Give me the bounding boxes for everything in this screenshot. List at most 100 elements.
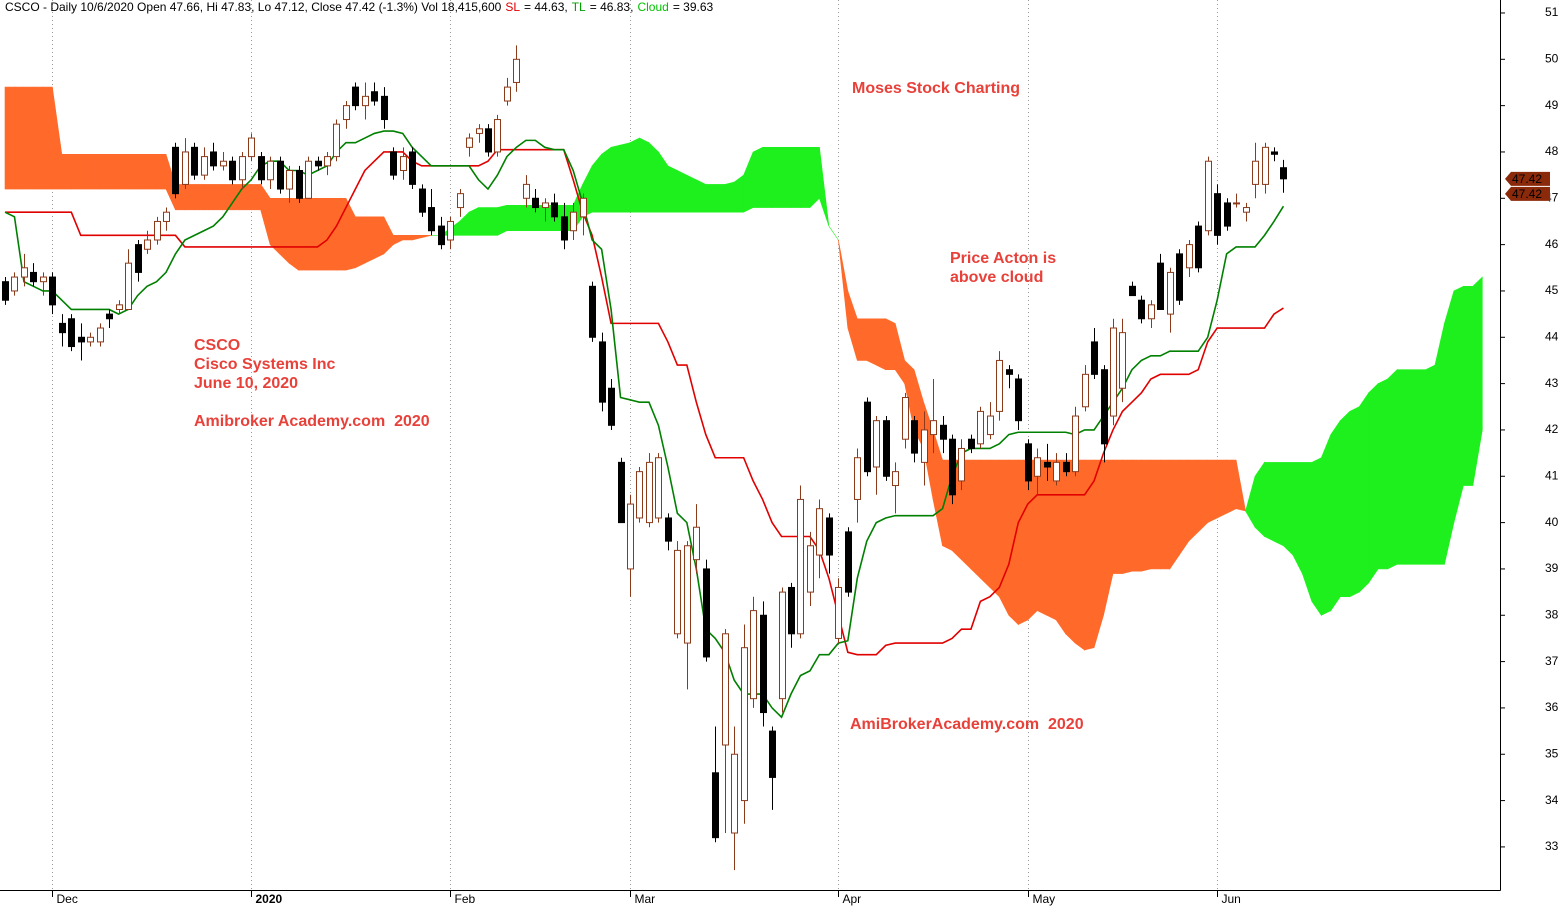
cloud-segment <box>705 184 716 213</box>
candle-body <box>958 447 965 482</box>
candle-body <box>1025 443 1032 482</box>
cloud-segment <box>250 184 261 211</box>
cloud-segment <box>288 197 299 271</box>
candle-body <box>97 327 104 343</box>
candle-body <box>674 549 681 635</box>
candle-body <box>419 188 426 213</box>
cloud-segment <box>838 239 849 329</box>
cloud-segment <box>23 86 34 190</box>
candle-body <box>144 239 151 250</box>
cloud-segment <box>733 174 744 213</box>
y-tick-label: 43 <box>1545 376 1559 390</box>
cloud-segment <box>307 197 318 271</box>
cloud-segment <box>80 153 91 190</box>
cloud-segment <box>1453 285 1464 523</box>
candle-body <box>78 336 85 343</box>
cloud-segment <box>184 184 195 211</box>
cloud-segment <box>1311 457 1322 617</box>
cloud-segment <box>260 183 271 245</box>
candle-body <box>220 160 227 167</box>
candle-body <box>570 211 577 232</box>
cloud-segment <box>809 147 820 209</box>
cloud-segment <box>497 204 508 236</box>
cloud-segment <box>1283 462 1294 556</box>
candle-body <box>826 517 833 556</box>
candle-body <box>712 772 719 839</box>
cloud-segment <box>856 318 868 361</box>
cloud-layer <box>4 86 1483 651</box>
cloud-segment <box>1444 290 1455 565</box>
cloud-segment <box>885 318 896 371</box>
cloud-segment <box>620 142 631 213</box>
candle-body <box>248 137 255 158</box>
cloud-segment <box>364 216 375 264</box>
cloud-segment <box>1321 434 1332 616</box>
candle-body <box>684 545 691 644</box>
candle-body <box>816 508 823 556</box>
y-tick-label: 41 <box>1545 468 1559 482</box>
candle-layer <box>2 45 1287 871</box>
legend-cloud: Cloud <box>637 0 668 14</box>
candle-body <box>362 95 369 107</box>
cloud-segment <box>658 150 669 213</box>
cloud-segment <box>1027 459 1038 621</box>
cloud-segment <box>70 153 82 190</box>
candle-body <box>1072 415 1079 473</box>
cloud-segment <box>1330 419 1341 612</box>
cloud-segment <box>1150 459 1161 570</box>
candle-body <box>106 313 113 320</box>
candle-body <box>921 429 928 463</box>
price-marker <box>1505 171 1550 186</box>
cloud-segment <box>478 207 489 236</box>
cloud-segment <box>790 147 801 208</box>
cloud-segment <box>1358 391 1369 593</box>
candle-body <box>324 156 331 167</box>
candle-body <box>608 387 615 426</box>
header: CSCO - Daily 10/6/2020 Open 47.66, Hi 47… <box>5 0 714 14</box>
cloud-segment <box>875 318 887 371</box>
candle-body <box>1082 373 1089 408</box>
cloud-segment <box>629 137 640 213</box>
readout-cloud: = 39.63 <box>673 0 714 14</box>
y-tick-label: 33 <box>1545 839 1559 853</box>
candle-body <box>428 207 435 232</box>
candle-body <box>154 220 161 241</box>
cloud-segment <box>487 207 498 236</box>
cloud-segment <box>1141 459 1152 572</box>
candle-body <box>854 457 861 500</box>
cloud-segment <box>828 225 839 241</box>
cloud-segment <box>1387 368 1398 570</box>
indicator-line <box>4 130 1285 719</box>
cloud-segment <box>1463 286 1474 486</box>
cloud-segment <box>1292 462 1303 574</box>
x-tick-label: Dec <box>57 892 78 906</box>
candle-body <box>580 197 587 218</box>
candle-body <box>40 276 47 283</box>
candle-body <box>438 225 445 246</box>
y-tick-label: 48 <box>1545 144 1559 158</box>
candle-body <box>1034 457 1041 477</box>
cloud-segment <box>771 147 782 208</box>
candle-body <box>636 471 643 519</box>
cloud-segment <box>194 184 205 211</box>
cloud-segment <box>99 153 110 190</box>
candle-body <box>30 271 37 283</box>
cloud-segment <box>156 153 167 190</box>
cloud-segment <box>1178 459 1190 557</box>
candle-body <box>476 128 483 134</box>
candle-body <box>258 156 265 181</box>
cloud-segment <box>696 179 707 213</box>
cloud-segment <box>999 459 1010 616</box>
annotation: Moses Stock Charting <box>852 80 1020 97</box>
y-tick-label: 44 <box>1545 329 1559 343</box>
line-layer <box>4 130 1285 719</box>
cloud-segment <box>1434 323 1445 565</box>
candle-body <box>2 281 9 301</box>
cloud-segment <box>686 174 697 213</box>
candle-body <box>722 633 729 746</box>
cloud-segment <box>1017 459 1029 626</box>
cloud-segment <box>1216 459 1227 519</box>
y-tick-label: 42 <box>1545 422 1559 436</box>
candle-body <box>447 220 454 241</box>
cloud-segment <box>1472 276 1483 486</box>
